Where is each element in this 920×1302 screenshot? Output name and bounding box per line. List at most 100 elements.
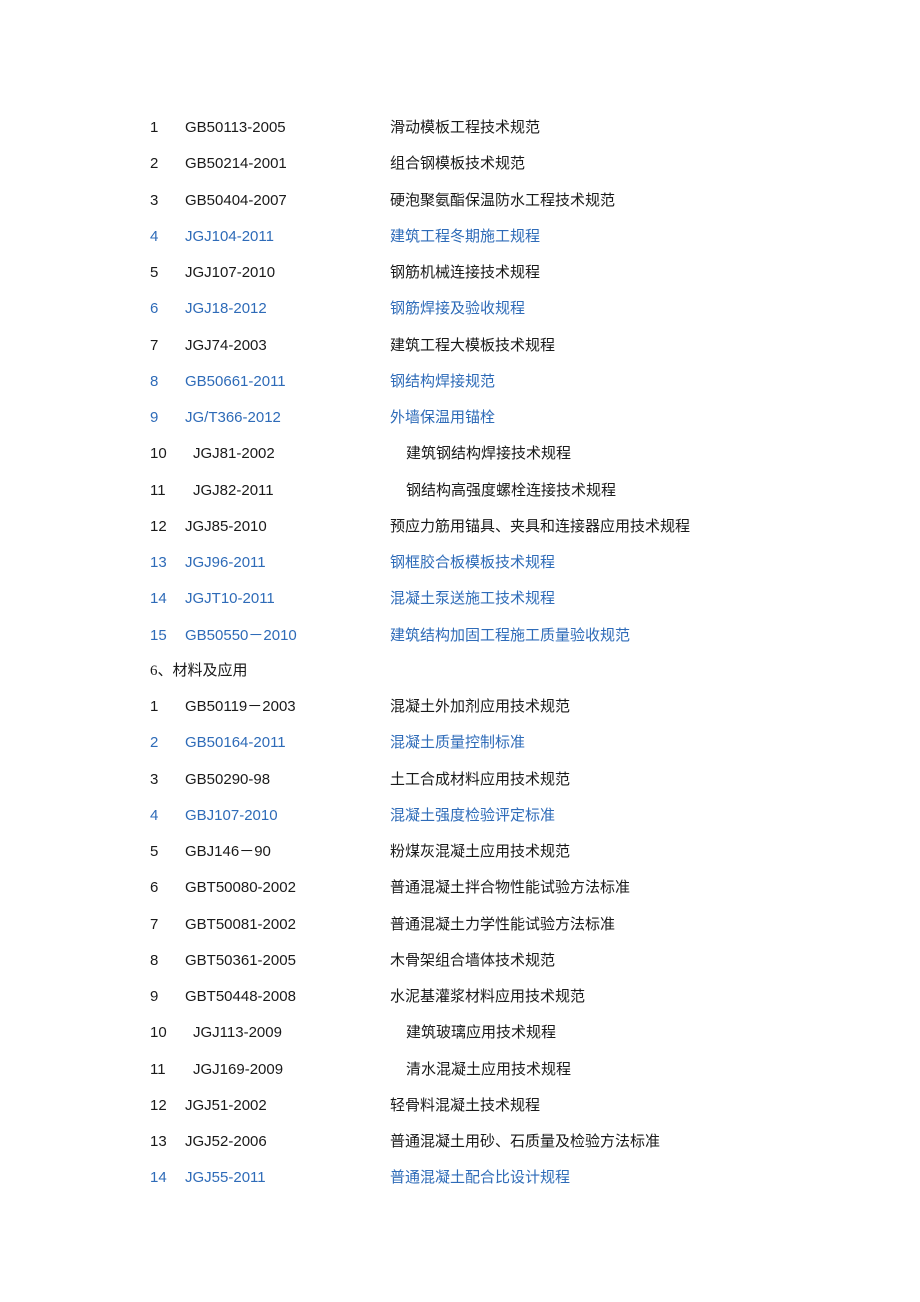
table-row[interactable]: 9JG/T366-2012外墙保温用锚栓 — [150, 400, 770, 436]
standard-code: JGJ169-2009 — [185, 1052, 398, 1087]
standard-title: 木骨架组合墙体技术规范 — [390, 944, 770, 979]
standard-title: 普通混凝土力学性能试验方法标准 — [390, 908, 770, 943]
table-row: 6GBT50080-2002普通混凝土拌合物性能试验方法标准 — [150, 870, 770, 906]
standard-code[interactable]: JGJ96-2011 — [185, 545, 390, 580]
row-number: 9 — [150, 979, 185, 1014]
standard-code: GBJ146－90 — [185, 834, 390, 869]
row-number: 6 — [150, 870, 185, 905]
row-number: 12 — [150, 1088, 185, 1123]
standard-code[interactable]: JGJ18-2012 — [185, 291, 390, 326]
standard-code[interactable]: GB50550－2010 — [185, 618, 390, 653]
standard-title: 普通混凝土用砂、石质量及检验方法标准 — [390, 1125, 770, 1160]
table-row: 1GB50113-2005滑动模板工程技术规范 — [150, 110, 770, 146]
row-number: 6 — [150, 291, 185, 326]
standard-code: JGJ107-2010 — [185, 255, 390, 290]
row-number: 9 — [150, 400, 185, 435]
standard-title: 硬泡聚氨酯保温防水工程技术规范 — [390, 184, 770, 219]
row-number: 4 — [150, 798, 185, 833]
table-row[interactable]: 13JGJ96-2011钢框胶合板模板技术规程 — [150, 545, 770, 581]
table-row[interactable]: 4GBJ107-2010混凝土强度检验评定标准 — [150, 798, 770, 834]
table-row: 7JGJ74-2003建筑工程大模板技术规程 — [150, 328, 770, 364]
row-number: 7 — [150, 907, 185, 942]
table-row: 13JGJ52-2006普通混凝土用砂、石质量及检验方法标准 — [150, 1124, 770, 1160]
standard-title: 滑动模板工程技术规范 — [390, 111, 770, 146]
row-number: 11 — [150, 1052, 185, 1087]
table-row: 1GB50119－2003混凝土外加剂应用技术规范 — [150, 689, 770, 725]
standard-code[interactable]: JGJT10-2011 — [185, 581, 390, 616]
row-number: 7 — [150, 328, 185, 363]
table-row: 8GBT50361-2005木骨架组合墙体技术规范 — [150, 943, 770, 979]
standard-code[interactable]: JGJ55-2011 — [185, 1160, 390, 1195]
table-row[interactable]: 2GB50164-2011混凝土质量控制标准 — [150, 725, 770, 761]
row-number: 8 — [150, 364, 185, 399]
row-number: 11 — [150, 473, 185, 508]
standard-code: GB50290-98 — [185, 762, 390, 797]
table-row: 7GBT50081-2002普通混凝土力学性能试验方法标准 — [150, 907, 770, 943]
row-number: 14 — [150, 1160, 185, 1195]
table-row: 12JGJ51-2002轻骨料混凝土技术规程 — [150, 1088, 770, 1124]
standard-code: GBT50081-2002 — [185, 907, 390, 942]
table-row[interactable]: 6JGJ18-2012钢筋焊接及验收规程 — [150, 291, 770, 327]
standard-title: 普通混凝土拌合物性能试验方法标准 — [390, 871, 770, 906]
row-number: 2 — [150, 146, 185, 181]
standards-list-1: 1GB50113-2005滑动模板工程技术规范2GB50214-2001组合钢模… — [150, 110, 770, 654]
standard-code[interactable]: GB50661-2011 — [185, 364, 390, 399]
table-row[interactable]: 15GB50550－2010建筑结构加固工程施工质量验收规范 — [150, 618, 770, 654]
standard-title: 建筑钢结构焊接技术规程 — [398, 437, 770, 472]
table-row: 11JGJ169-2009清水混凝土应用技术规程 — [150, 1052, 770, 1088]
table-row: 5JGJ107-2010钢筋机械连接技术规程 — [150, 255, 770, 291]
standard-title[interactable]: 建筑结构加固工程施工质量验收规范 — [390, 619, 770, 654]
standard-title: 预应力筋用锚具、夹具和连接器应用技术规程 — [390, 510, 770, 545]
standard-title: 建筑玻璃应用技术规程 — [398, 1016, 770, 1051]
table-row: 3GB50290-98土工合成材料应用技术规范 — [150, 762, 770, 798]
standard-title[interactable]: 钢结构焊接规范 — [390, 365, 770, 400]
row-number: 12 — [150, 509, 185, 544]
row-number: 13 — [150, 545, 185, 580]
row-number: 2 — [150, 725, 185, 760]
standard-title[interactable]: 建筑工程冬期施工规程 — [390, 220, 770, 255]
standard-code: JGJ82-2011 — [185, 473, 398, 508]
standard-code: GBT50361-2005 — [185, 943, 390, 978]
standard-code: JGJ85-2010 — [185, 509, 390, 544]
standard-title[interactable]: 混凝土强度检验评定标准 — [390, 799, 770, 834]
row-number: 3 — [150, 183, 185, 218]
row-number: 13 — [150, 1124, 185, 1159]
standard-code[interactable]: GBJ107-2010 — [185, 798, 390, 833]
standard-title[interactable]: 外墙保温用锚栓 — [390, 401, 770, 436]
standard-title[interactable]: 混凝土泵送施工技术规程 — [390, 582, 770, 617]
row-number: 1 — [150, 689, 185, 724]
standard-title[interactable]: 钢筋焊接及验收规程 — [390, 292, 770, 327]
section-header: 6、材料及应用 — [150, 654, 770, 689]
standard-code: JGJ81-2002 — [185, 436, 398, 471]
standard-title: 混凝土外加剂应用技术规范 — [390, 690, 770, 725]
standard-code: GBT50080-2002 — [185, 870, 390, 905]
standard-code[interactable]: GB50164-2011 — [185, 725, 390, 760]
row-number: 10 — [150, 1015, 185, 1050]
table-row: 5GBJ146－90粉煤灰混凝土应用技术规范 — [150, 834, 770, 870]
table-row: 2GB50214-2001组合钢模板技术规范 — [150, 146, 770, 182]
standard-code: JGJ52-2006 — [185, 1124, 390, 1159]
standard-code: JGJ74-2003 — [185, 328, 390, 363]
table-row[interactable]: 4JGJ104-2011建筑工程冬期施工规程 — [150, 219, 770, 255]
table-row: 10JGJ113-2009建筑玻璃应用技术规程 — [150, 1015, 770, 1051]
standards-list-2: 1GB50119－2003混凝土外加剂应用技术规范2GB50164-2011混凝… — [150, 689, 770, 1197]
standard-title: 清水混凝土应用技术规程 — [398, 1053, 770, 1088]
standard-title: 土工合成材料应用技术规范 — [390, 763, 770, 798]
standard-title[interactable]: 钢框胶合板模板技术规程 — [390, 546, 770, 581]
standard-code: GB50119－2003 — [185, 689, 390, 724]
standard-code[interactable]: JGJ104-2011 — [185, 219, 390, 254]
table-row[interactable]: 14JGJ55-2011 普通混凝土配合比设计规程 — [150, 1160, 770, 1196]
standard-title[interactable]: 混凝土质量控制标准 — [390, 726, 770, 761]
table-row: 12JGJ85-2010预应力筋用锚具、夹具和连接器应用技术规程 — [150, 509, 770, 545]
row-number: 5 — [150, 255, 185, 290]
standard-code[interactable]: JG/T366-2012 — [185, 400, 390, 435]
row-number: 8 — [150, 943, 185, 978]
row-number: 4 — [150, 219, 185, 254]
standard-title: 建筑工程大模板技术规程 — [390, 329, 770, 364]
standard-code: JGJ113-2009 — [185, 1015, 398, 1050]
standard-title[interactable]: 普通混凝土配合比设计规程 — [390, 1161, 770, 1196]
standard-title: 组合钢模板技术规范 — [390, 147, 770, 182]
table-row[interactable]: 8GB50661-2011钢结构焊接规范 — [150, 364, 770, 400]
row-number: 5 — [150, 834, 185, 869]
table-row[interactable]: 14JGJT10-2011混凝土泵送施工技术规程 — [150, 581, 770, 617]
